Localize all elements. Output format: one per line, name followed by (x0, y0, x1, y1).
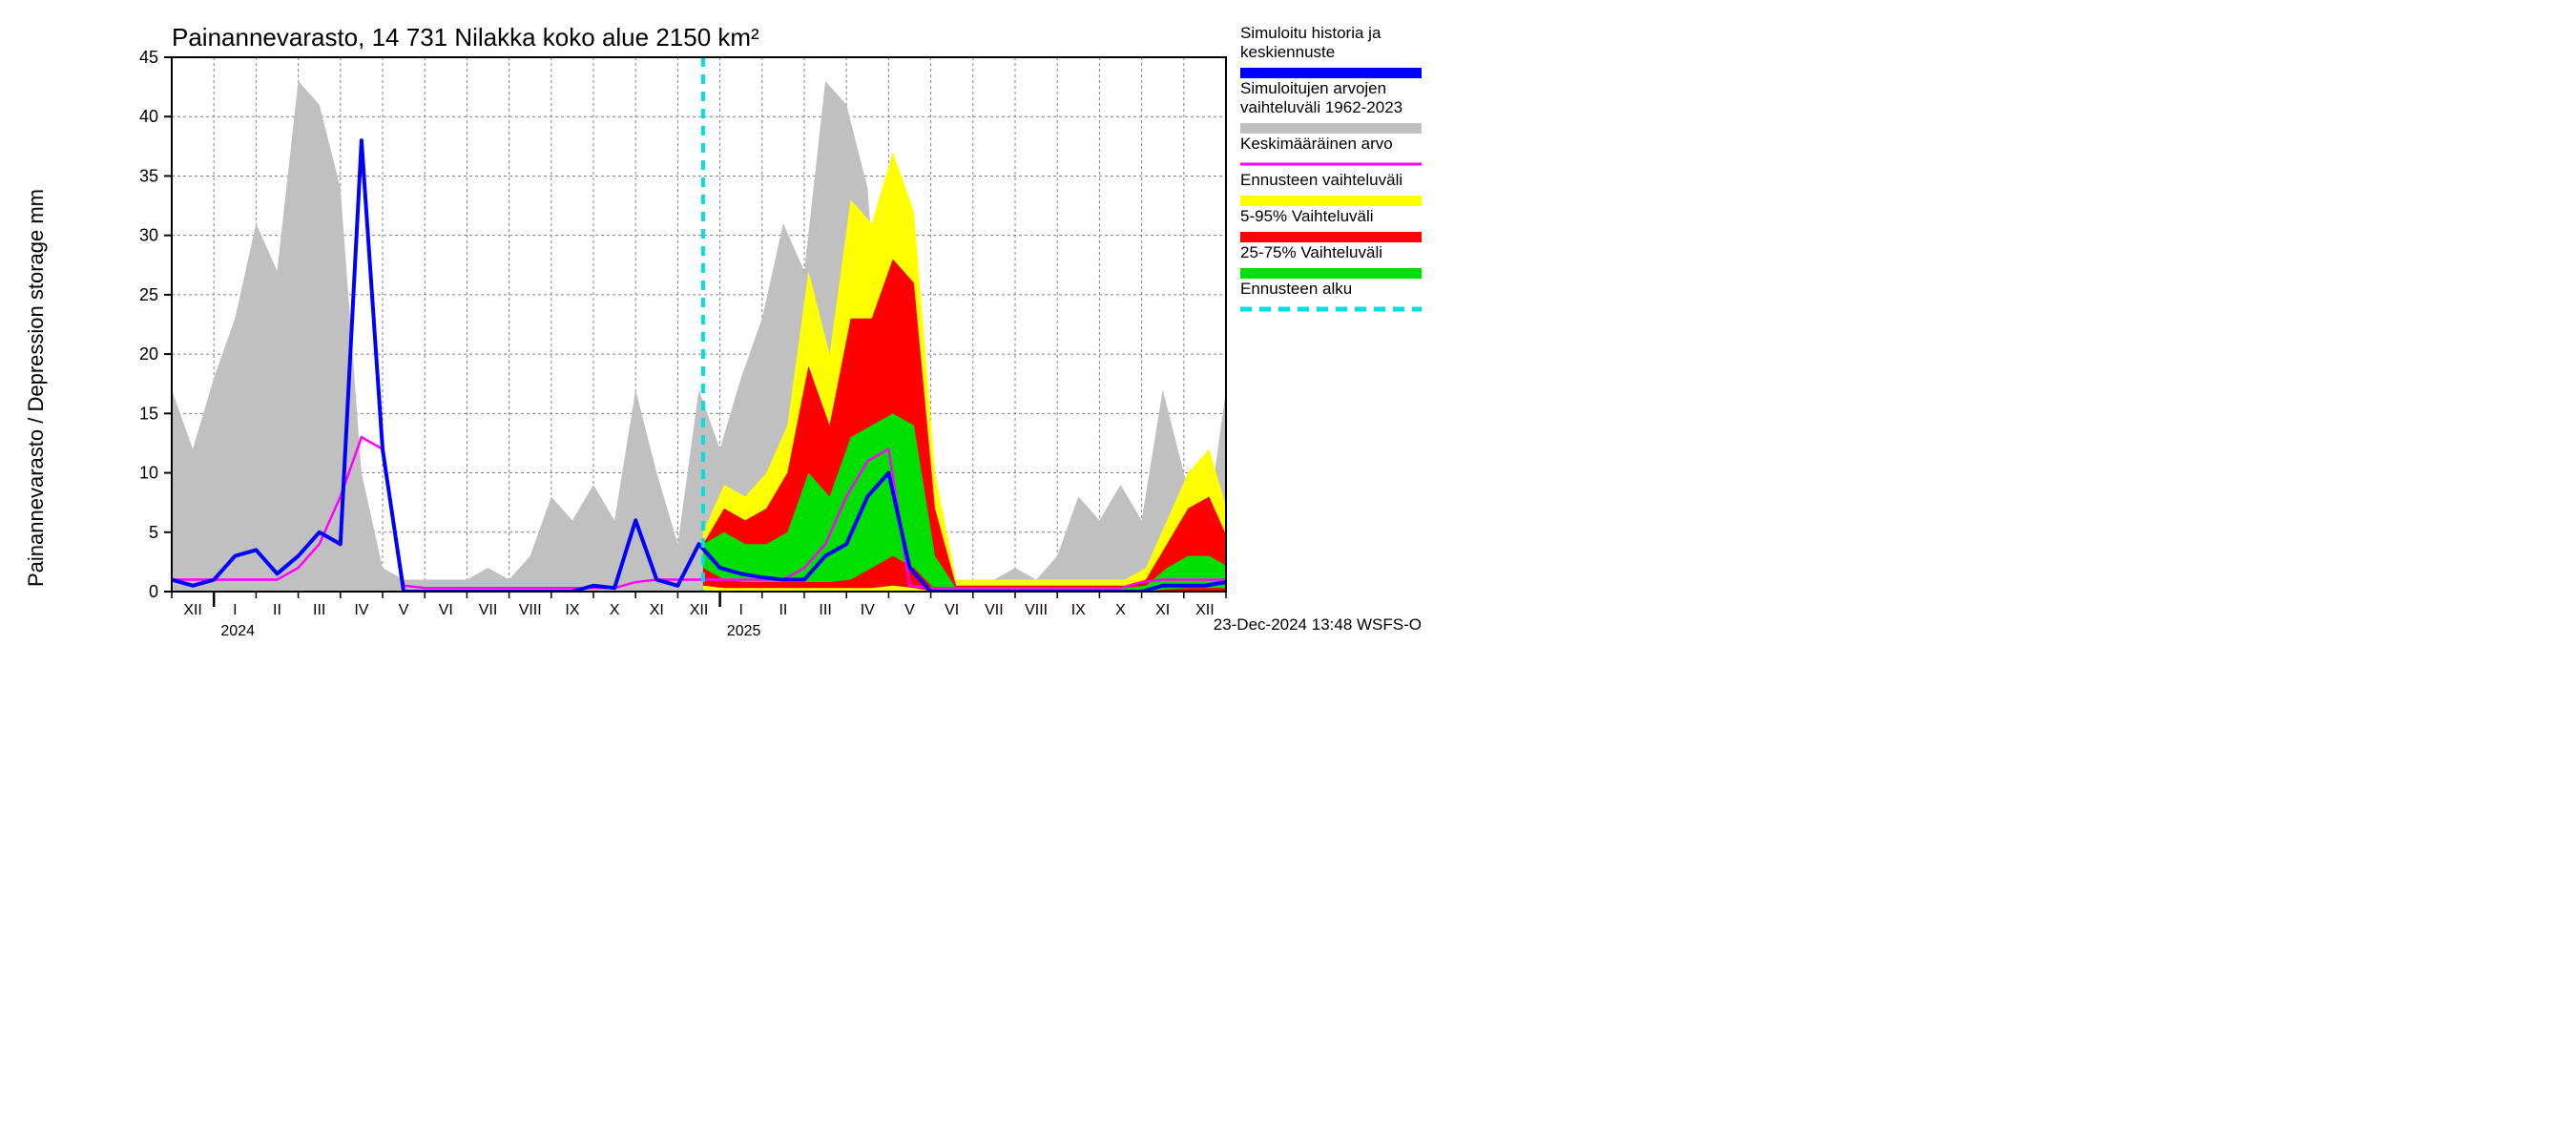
legend-label: Simuloitujen arvojen (1240, 79, 1386, 97)
month-label: XI (650, 602, 664, 618)
legend-swatch (1240, 232, 1422, 242)
month-label: VII (479, 602, 498, 618)
legend-label: 5-95% Vaihteluväli (1240, 207, 1374, 225)
month-label: VIII (519, 602, 542, 618)
month-label: VIII (1025, 602, 1048, 618)
year-label: 2024 (220, 623, 255, 636)
month-label: IX (1071, 602, 1086, 618)
y-axis-label-text: Painannevarasto / Depression storage mm (24, 189, 48, 587)
month-label: XII (183, 602, 202, 618)
y-tick-label: 5 (149, 523, 158, 542)
month-label: I (738, 602, 742, 618)
y-tick-label: 40 (139, 107, 158, 126)
y-tick-label: 20 (139, 344, 158, 364)
month-label: III (313, 602, 325, 618)
legend-swatch (1240, 68, 1422, 78)
month-label: III (819, 602, 831, 618)
month-label: VI (945, 602, 959, 618)
month-label: I (233, 602, 237, 618)
month-label: VI (439, 602, 453, 618)
month-label: XII (1195, 602, 1215, 618)
attribution-text: 23-Dec-2024 13:48 WSFS-O (1214, 615, 1422, 634)
month-label: XII (690, 602, 709, 618)
y-tick-label: 45 (139, 48, 158, 67)
chart-title-text: Painannevarasto, 14 731 Nilakka koko alu… (172, 23, 759, 52)
legend-label: vaihteluväli 1962-2023 (1240, 98, 1402, 116)
y-tick-label: 10 (139, 464, 158, 483)
y-tick-label: 30 (139, 226, 158, 245)
y-tick-label: 25 (139, 285, 158, 304)
legend-label: Keskimääräinen arvo (1240, 135, 1393, 153)
month-label: II (779, 602, 787, 618)
legend-label: keskiennuste (1240, 43, 1335, 61)
y-tick-label: 15 (139, 404, 158, 423)
y-tick-label: 0 (149, 582, 158, 601)
legend-swatch (1240, 268, 1422, 279)
legend-swatch (1240, 196, 1422, 206)
legend-label: 25-75% Vaihteluväli (1240, 243, 1382, 261)
month-label: X (610, 602, 620, 618)
legend-label: Ennusteen alku (1240, 280, 1352, 298)
month-label: II (273, 602, 281, 618)
month-label: IV (861, 602, 875, 618)
month-label: V (399, 602, 409, 618)
month-label: IX (565, 602, 579, 618)
y-tick-label: 35 (139, 166, 158, 185)
legend-label: Simuloitu historia ja (1240, 24, 1381, 42)
month-label: XI (1155, 602, 1170, 618)
month-label: X (1115, 602, 1126, 618)
legend-swatch (1240, 123, 1422, 134)
year-label: 2025 (727, 623, 761, 636)
month-label: IV (354, 602, 368, 618)
month-label: V (904, 602, 915, 618)
month-label: VII (985, 602, 1004, 618)
legend-label: Ennusteen vaihteluväli (1240, 171, 1402, 189)
